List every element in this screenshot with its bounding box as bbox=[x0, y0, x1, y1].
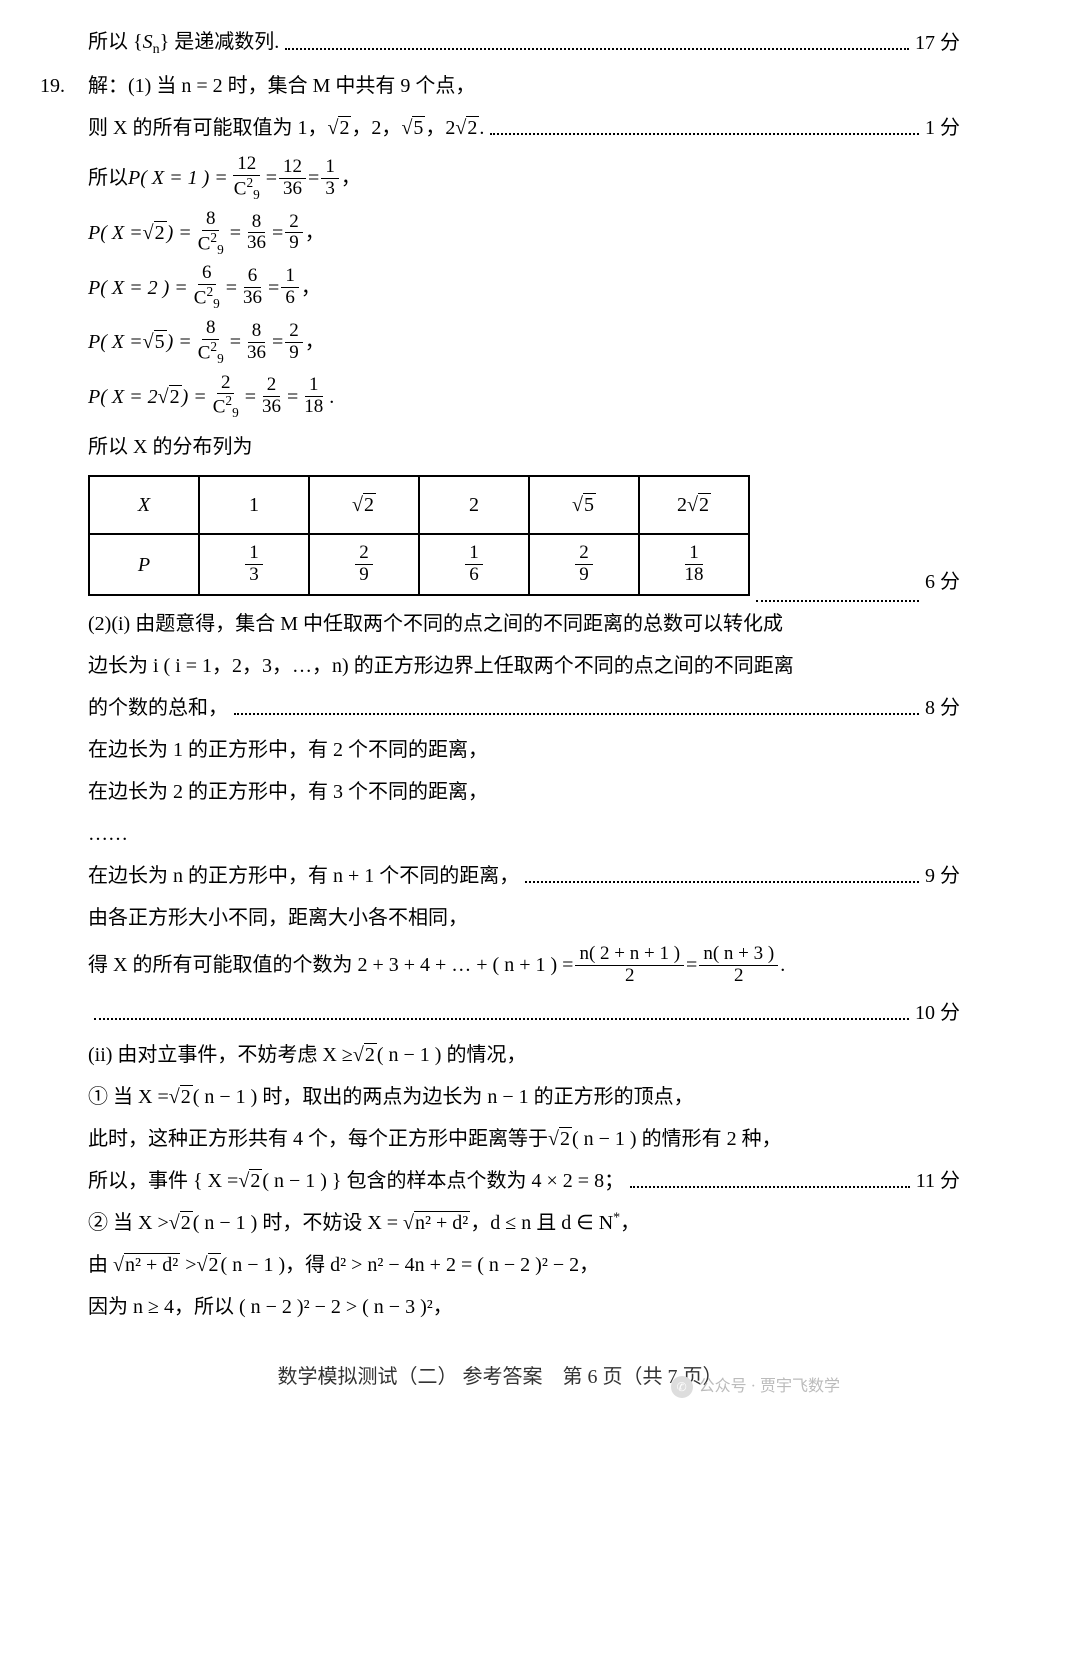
expr: P( X = 2 ) = bbox=[88, 268, 188, 308]
sqn: 在边长为 n 的正方形中，有 n + 1 个不同的距离， 9 分 bbox=[40, 856, 960, 896]
px1: 所以 P( X = 1 ) = 12C29 = 1236 = 13， bbox=[88, 154, 960, 203]
frac: 236 bbox=[258, 375, 285, 418]
case2-b: 由 n² + d² >2( n − 1 )，得 d² > n² − 4n + 2… bbox=[40, 1245, 960, 1285]
frac: 118 bbox=[300, 375, 327, 418]
sum-line: 得 X 的所有可能取值的个数为 2 + 3 + 4 + … + ( n + 1 … bbox=[88, 944, 960, 987]
frac: 6C29 bbox=[190, 263, 224, 312]
cell-P: P bbox=[89, 534, 199, 595]
q19-line1: 19. 解：(1) 当 n = 2 时，集合 M 中共有 9 个点， bbox=[40, 66, 960, 106]
score-6: 6 分 bbox=[925, 562, 960, 602]
text: 所以 X 的分布列为 bbox=[88, 427, 252, 467]
table-row: X 1 2 2 5 22 bbox=[89, 476, 749, 534]
frac: 2C29 bbox=[209, 373, 243, 422]
score-9: 9 分 bbox=[925, 856, 960, 896]
expr: P( X = bbox=[88, 322, 143, 362]
footer-text: 数学模拟测试（二） 参考答案 第 6 页（共 7 页） bbox=[278, 1366, 723, 1388]
sq1: 在边长为 1 的正方形中，有 2 个不同的距离， bbox=[40, 730, 960, 770]
text: 得 X 的所有可能取值的个数为 2 + 3 + 4 + … + ( n + 1 … bbox=[88, 945, 573, 985]
score-17: 17 分 bbox=[915, 23, 960, 63]
frac: 636 bbox=[239, 266, 266, 309]
table-row: P 13 29 16 29 118 bbox=[89, 534, 749, 595]
case2-c: 因为 n ≥ 4，所以 ( n − 2 )² − 2 > ( n − 3 )²， bbox=[40, 1287, 960, 1327]
prev-conclusion: 所以 {Sn} 是递减数列. 17 分 bbox=[40, 22, 960, 64]
case1-b: 此时，这种正方形共有 4 个，每个正方形中距离等于2( n − 1 ) 的情形有… bbox=[40, 1119, 960, 1159]
ii-line: (ii) 由对立事件，不妨考虑 X ≥2( n − 1 ) 的情况， bbox=[40, 1035, 960, 1075]
expr: P( X = 1 ) = bbox=[128, 158, 228, 198]
wechat-icon: ✆ bbox=[671, 1376, 693, 1398]
diff: 由各正方形大小不同，距离大小各不相同， bbox=[40, 898, 960, 938]
leader-dots bbox=[630, 1174, 910, 1188]
q19-line2: 则 X 的所有可能取值为 1，2，2，5，22. 1 分 bbox=[40, 108, 960, 148]
sqrt2: 2 bbox=[327, 108, 351, 148]
score-1: 1 分 bbox=[925, 108, 960, 148]
leader-dots bbox=[234, 701, 919, 715]
frac: 8C29 bbox=[194, 318, 228, 367]
dist-table-row: X 1 2 2 5 22 P 13 29 16 29 118 6 分 bbox=[40, 469, 960, 602]
px-sqrt5: P( X =5 ) = 8C29 = 836 = 29， bbox=[88, 318, 960, 367]
distribution-table: X 1 2 2 5 22 P 13 29 16 29 118 bbox=[88, 475, 750, 596]
cell: 2 bbox=[419, 476, 529, 534]
cell: 16 bbox=[419, 534, 529, 595]
case1-c: 所以，事件 { X =2( n − 1 ) } 包含的样本点个数为 4 × 2 … bbox=[40, 1161, 960, 1201]
leader-dots bbox=[756, 588, 919, 602]
leader-dots bbox=[94, 1006, 909, 1020]
frac: n( n + 3 )2 bbox=[699, 944, 778, 987]
dist-intro: 所以 X 的分布列为 bbox=[40, 427, 960, 467]
page-footer: 数学模拟测试（二） 参考答案 第 6 页（共 7 页） ✆ 公众号 · 贾宇飞数… bbox=[40, 1357, 960, 1397]
leader-dots bbox=[285, 36, 909, 50]
score-11: 11 分 bbox=[916, 1161, 960, 1201]
s2i-a: (2)(i) 由题意得，集合 M 中任取两个不同的点之间的不同距离的总数可以转化… bbox=[40, 604, 960, 644]
px-sqrt2: P( X =2 ) = 8C29 = 836 = 29， bbox=[88, 209, 960, 258]
case1-a: ① 当 X =2( n − 1 ) 时，取出的两点为边长为 n − 1 的正方形… bbox=[40, 1077, 960, 1117]
text: ，2 bbox=[425, 117, 455, 139]
frac: 836 bbox=[243, 212, 270, 255]
frac: 12C29 bbox=[230, 154, 264, 203]
s2i-b: 边长为 i ( i = 1，2，3，…，n) 的正方形边界上任取两个不同的点之间… bbox=[40, 646, 960, 686]
cell: 29 bbox=[529, 534, 639, 595]
sq2: 在边长为 2 的正方形中，有 3 个不同的距离， bbox=[40, 772, 960, 812]
text: . bbox=[479, 117, 484, 139]
px-2sqrt2: P( X = 22 ) = 2C29 = 236 = 118. bbox=[88, 373, 960, 422]
frac: 29 bbox=[285, 321, 303, 364]
cell: 29 bbox=[309, 534, 419, 595]
sqrt5: 5 bbox=[401, 108, 425, 148]
cell-X: X bbox=[89, 476, 199, 534]
cell: 5 bbox=[529, 476, 639, 534]
q-number: 19. bbox=[40, 66, 88, 106]
expr: P( X = 2 bbox=[88, 377, 158, 417]
text: 解：(1) 当 n = 2 时，集合 M 中共有 9 个点， bbox=[88, 66, 475, 106]
text: ，2， bbox=[351, 117, 401, 139]
text: 所以 bbox=[88, 158, 128, 198]
cell: 2 bbox=[309, 476, 419, 534]
leader-dots bbox=[525, 869, 919, 883]
cell: 22 bbox=[639, 476, 749, 534]
frac: 13 bbox=[321, 157, 339, 200]
var-S: S bbox=[143, 31, 153, 53]
sqrt2b: 2 bbox=[455, 108, 479, 148]
s2i-c: 的个数的总和， 8 分 bbox=[40, 688, 960, 728]
expr: P( X = bbox=[88, 213, 143, 253]
text: } 是递减数列. bbox=[160, 31, 280, 53]
text: 则 X 的所有可能取值为 1， bbox=[88, 117, 327, 139]
case2-a: ② 当 X >2( n − 1 ) 时，不妨设 X = n² + d²，d ≤ … bbox=[40, 1203, 960, 1243]
ellipsis: …… bbox=[40, 814, 960, 854]
cell: 13 bbox=[199, 534, 309, 595]
watermark: ✆ 公众号 · 贾宇飞数学 bbox=[671, 1371, 840, 1403]
frac: 16 bbox=[281, 266, 299, 309]
frac: n( 2 + n + 1 )2 bbox=[575, 944, 684, 987]
frac: 8C29 bbox=[194, 209, 228, 258]
frac: 29 bbox=[285, 212, 303, 255]
text: 所以 { bbox=[88, 31, 143, 53]
px2: P( X = 2 ) = 6C29 = 636 = 16， bbox=[88, 263, 960, 312]
watermark-text: 公众号 · 贾宇飞数学 bbox=[699, 1371, 840, 1403]
frac: 1236 bbox=[279, 157, 306, 200]
frac: 836 bbox=[243, 321, 270, 364]
score-10: 10 分 bbox=[915, 993, 960, 1033]
sum-score: 10 分 bbox=[40, 993, 960, 1033]
leader-dots bbox=[490, 121, 919, 135]
score-8: 8 分 bbox=[925, 688, 960, 728]
cell: 118 bbox=[639, 534, 749, 595]
sub-n: n bbox=[153, 42, 160, 57]
cell: 1 bbox=[199, 476, 309, 534]
